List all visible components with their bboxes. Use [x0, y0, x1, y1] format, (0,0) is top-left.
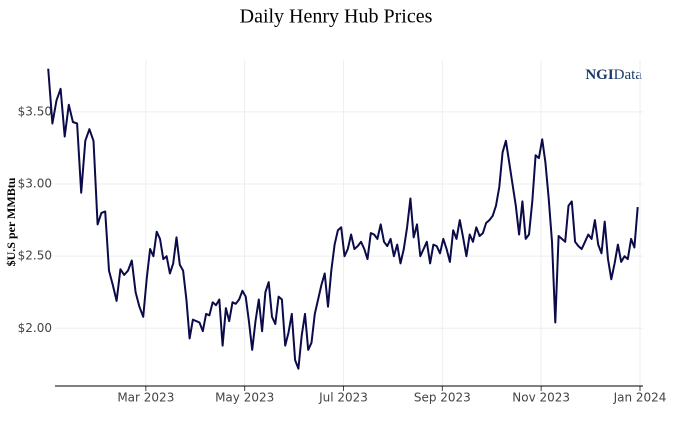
x-tick-label: Mar 2023 [117, 391, 174, 405]
logo-part: NGI [585, 67, 614, 83]
y-tick-label: $3.50 [18, 104, 52, 118]
price-line [47, 68, 639, 370]
chart-title: Daily Henry Hub Prices [240, 6, 433, 28]
logo: NGIData [585, 67, 642, 83]
x-tick-label: Nov 2023 [512, 391, 570, 405]
x-tick-label: Jan 2024 [613, 391, 667, 405]
logo-part: Data [614, 67, 643, 83]
y-tick-label: $3.00 [18, 177, 52, 191]
x-tick-label: Sep 2023 [414, 391, 471, 405]
y-tick-label: $2.00 [18, 321, 52, 335]
y-tick-label: $2.50 [18, 249, 52, 263]
x-tick-label: May 2023 [215, 391, 274, 405]
x-tick-label: Jul 2023 [318, 391, 368, 405]
y-axis-label: $U.S per MMBtu [4, 177, 18, 266]
